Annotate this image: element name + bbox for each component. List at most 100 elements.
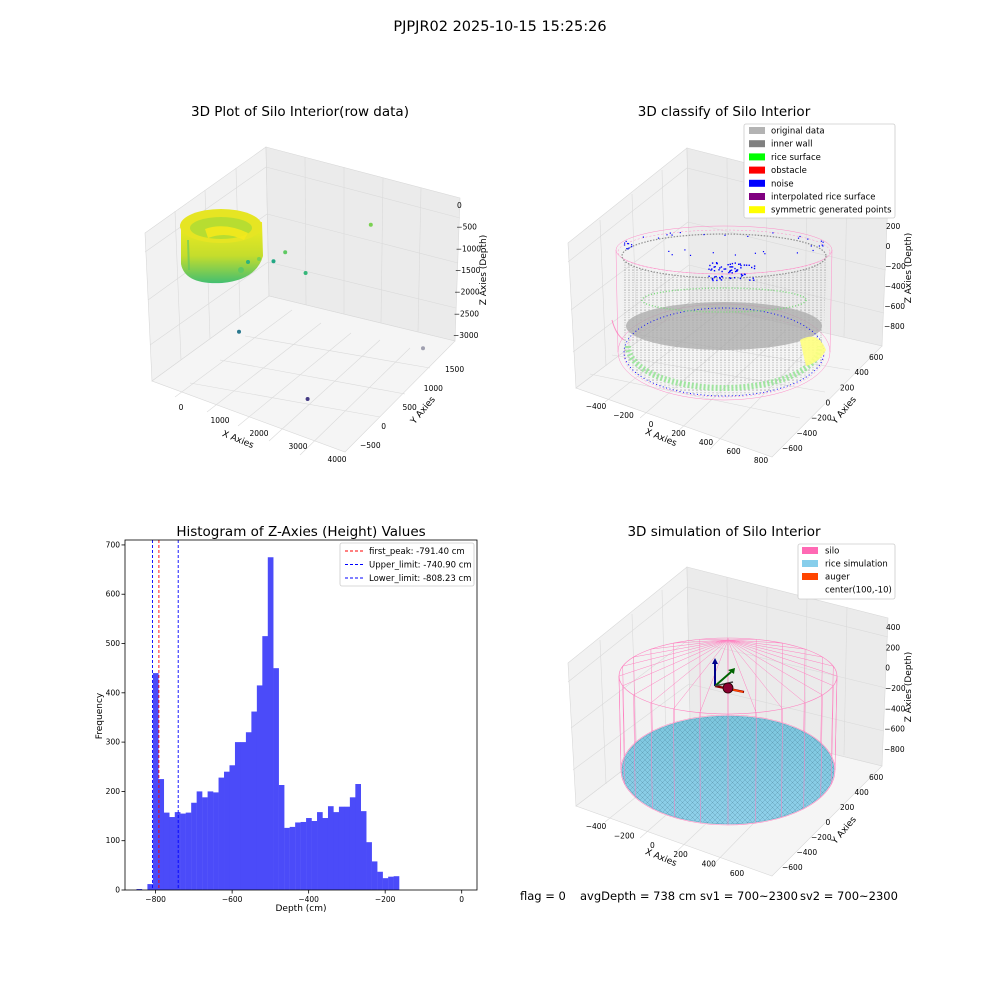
simulation-roof-spoke xyxy=(727,639,783,644)
classify-noise-point xyxy=(721,275,723,278)
classify-legend-swatch xyxy=(749,179,765,187)
simulation-legend-swatch xyxy=(802,560,818,567)
histogram-y-tick-label: 500 xyxy=(106,639,121,648)
classify-y-tick-label: −200 xyxy=(811,414,832,423)
histogram-bar xyxy=(174,812,181,890)
histogram-bar xyxy=(218,777,225,890)
simulation-legend-label: silo xyxy=(825,547,839,557)
simulation-x-tick-label: 0 xyxy=(650,841,655,850)
classify-x-tick-label: 400 xyxy=(699,438,714,447)
classify-noise-point xyxy=(710,269,712,271)
classify-legend-entries: original data inner wall rice surface obsta… xyxy=(749,127,892,216)
histogram-bar xyxy=(284,827,290,890)
simulation-legend-label: rice simulation xyxy=(825,560,888,570)
classify-z-tick-label: −600 xyxy=(884,302,905,311)
classify-noise-point xyxy=(719,276,721,279)
classify-noise-point xyxy=(748,264,750,266)
raw-x-tick-label: 2000 xyxy=(249,429,268,438)
classify-z-tick-label: −400 xyxy=(885,282,906,291)
raw-grid xyxy=(144,156,461,456)
classify-legend-swatch xyxy=(749,127,765,134)
classify-legend-swatch xyxy=(749,153,765,161)
histogram-bar xyxy=(327,806,334,890)
status-line: flag = 0 avgDepth = 738 cm sv1 = 700~230… xyxy=(520,889,898,903)
simulation-y-tick-label: −600 xyxy=(782,863,803,872)
simulation-y-tick-label: 600 xyxy=(869,773,884,782)
histogram-x-tick-label: −800 xyxy=(145,895,166,904)
simulation-wall-line xyxy=(622,685,625,785)
histogram-bar xyxy=(333,812,340,890)
histogram-bar xyxy=(234,742,241,890)
classify-noise-point xyxy=(624,242,626,244)
histogram-bar xyxy=(245,732,252,890)
raw-y-tick-label: 0 xyxy=(381,422,386,431)
raw-y-tick-labels: −500 0 500 1000 1500 xyxy=(360,365,464,450)
classify-noise-point xyxy=(754,252,756,254)
histogram-panel: Histogram of Z-Axies (Height) Values −80… xyxy=(95,524,478,914)
classify-noise-point xyxy=(711,277,714,280)
histogram-bar xyxy=(196,791,203,890)
simulation-x-tick-label: −200 xyxy=(614,831,635,840)
simulation-auger xyxy=(712,658,745,694)
simulation-x-tick-label: 200 xyxy=(673,850,688,859)
classify-noise-point xyxy=(708,275,710,277)
simulation-wall-line xyxy=(673,643,675,723)
histogram-x-ticks: −800 −600 −400 −200 0 xyxy=(145,890,464,904)
classify-noise-point xyxy=(807,238,809,240)
classify-noise-point xyxy=(812,249,814,252)
classify-noise-point xyxy=(721,270,723,273)
classify-noise-point xyxy=(703,234,705,236)
classify-noise-point xyxy=(666,234,668,236)
classify-noise-point xyxy=(734,270,737,273)
histogram-bar xyxy=(344,806,351,890)
simulation-wall-line xyxy=(633,694,636,798)
histogram-bar xyxy=(152,673,159,890)
simulation-roof-spoke xyxy=(650,639,729,650)
histogram-bar xyxy=(360,811,367,890)
histogram-bar xyxy=(185,812,192,890)
histogram-y-tick-label: 100 xyxy=(106,836,121,845)
histogram-bar xyxy=(180,813,186,890)
classify-noise-point xyxy=(730,269,733,271)
classify-noise-point xyxy=(772,232,774,234)
classify-noise-point xyxy=(749,279,751,281)
raw-z-tick-label: −3000 xyxy=(453,331,479,340)
classify-noise-point xyxy=(820,240,822,242)
simulation-y-tick-label: −200 xyxy=(811,833,832,842)
simulation-wall-line xyxy=(618,675,622,771)
simulation-roof-spoke xyxy=(699,639,729,641)
simulation-legend-swatch xyxy=(802,573,818,580)
simulation-y-tick-label: −400 xyxy=(797,848,818,857)
simulation-wall-line xyxy=(650,702,653,809)
histogram-bar xyxy=(278,785,285,890)
simulation-roof-spoke xyxy=(727,639,757,713)
simulation-roof-spoke xyxy=(633,639,729,658)
simulation-roof-spoke xyxy=(727,639,834,667)
raw-z-tick-label: −2000 xyxy=(454,288,480,297)
raw-x-tick-label: 0 xyxy=(179,403,184,412)
classify-legend-label: original data xyxy=(771,127,825,137)
simulation-roof-spokes xyxy=(618,638,838,825)
histogram-bar xyxy=(322,818,329,890)
classify-noise-point xyxy=(810,245,812,247)
simulation-roof-spoke xyxy=(673,639,729,644)
classify-noise-point xyxy=(799,235,801,238)
simulation-y-tick-label: 200 xyxy=(840,803,855,812)
classify-noise-point xyxy=(671,254,673,256)
classify-x-tick-label: 800 xyxy=(754,456,769,465)
classify-noise-point xyxy=(729,277,731,279)
raw-y-tick-label: 1000 xyxy=(424,384,443,393)
histogram-plot-frame xyxy=(124,539,478,891)
sv2-readout: sv2 = 700~2300 xyxy=(800,889,898,903)
simulation-roof-spoke xyxy=(727,639,757,641)
classify-noise-point xyxy=(715,262,718,264)
classify-noise-point xyxy=(734,267,736,270)
classify-noise-point xyxy=(719,267,721,269)
histogram-bar xyxy=(202,797,208,890)
simulation-z-tick-label: 400 xyxy=(886,623,901,632)
histogram-title: Histogram of Z-Axies (Height) Values xyxy=(176,524,425,540)
simulation-wall-line xyxy=(699,712,701,824)
classify-noise-point xyxy=(657,237,660,239)
classify-noise-point xyxy=(821,244,823,246)
histogram-bar xyxy=(311,820,318,890)
